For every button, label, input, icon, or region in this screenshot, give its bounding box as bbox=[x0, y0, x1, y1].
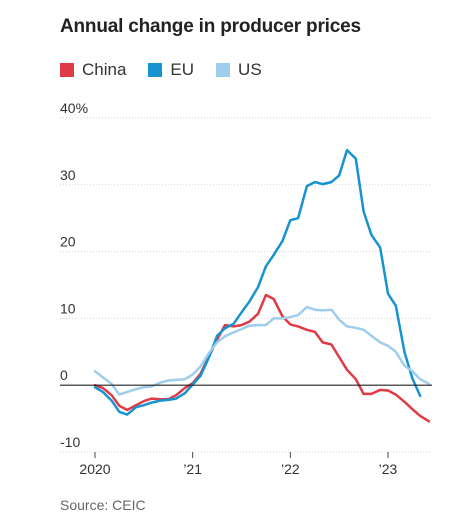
legend-item-us: US bbox=[216, 60, 262, 80]
source-note: Source: CEIC bbox=[60, 497, 146, 513]
legend: China EU US bbox=[60, 60, 284, 80]
x-tick-label: ’23 bbox=[379, 461, 398, 477]
y-tick-label: 40% bbox=[60, 100, 88, 116]
grid: -10 0 10 20 30 40% bbox=[60, 100, 432, 453]
series-line-china bbox=[93, 293, 431, 423]
x-axis: 2020 ’21 ’22 ’23 bbox=[79, 452, 398, 477]
legend-label-eu: EU bbox=[170, 60, 195, 79]
x-tick-label: 2020 bbox=[79, 461, 110, 477]
y-tick-label: 20 bbox=[60, 234, 76, 250]
y-tick-label: 30 bbox=[60, 167, 76, 183]
series-lines bbox=[93, 148, 431, 423]
legend-item-china: China bbox=[60, 60, 126, 80]
legend-label-china: China bbox=[82, 60, 127, 79]
y-tick-label: 0 bbox=[60, 367, 68, 383]
legend-item-eu: EU bbox=[148, 60, 194, 80]
legend-swatch-eu bbox=[148, 63, 163, 77]
series-line-us bbox=[93, 305, 431, 396]
x-tick-label: ’21 bbox=[183, 461, 202, 477]
series-line-eu bbox=[93, 148, 422, 416]
legend-swatch-us bbox=[216, 63, 231, 77]
x-tick-label: ’22 bbox=[281, 461, 300, 477]
y-tick-label: -10 bbox=[60, 434, 80, 450]
y-tick-label: 10 bbox=[60, 300, 76, 316]
chart-title: Annual change in producer prices bbox=[60, 16, 361, 37]
legend-label-us: US bbox=[238, 60, 262, 79]
legend-swatch-china bbox=[60, 63, 74, 77]
